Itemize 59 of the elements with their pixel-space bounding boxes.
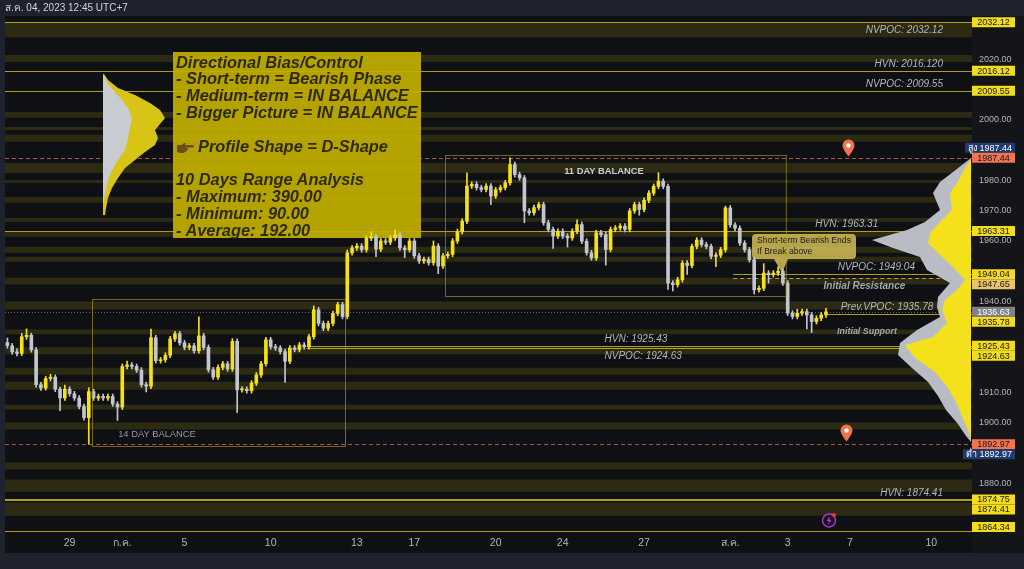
y-tick-label: 1970.00 xyxy=(979,205,1012,216)
x-tick-label: 24 xyxy=(556,536,569,549)
y-tick-label: 1940.00 xyxy=(979,296,1012,307)
y-tick-label: 1960.00 xyxy=(979,235,1012,246)
x-tick-label: 27 xyxy=(638,536,651,549)
annotation: NVPOC: 2009.55 xyxy=(865,77,944,89)
ref-line-label: 1864.34 xyxy=(977,521,1010,532)
y-tick-label: 2000.00 xyxy=(979,114,1012,125)
candlestick xyxy=(670,280,675,292)
ref-line-label: 1924.63 xyxy=(977,350,1010,361)
annotation: Prev.VPOC: 1935.78 xyxy=(840,301,934,313)
annotation: NVPOC: 1924.63 xyxy=(604,349,683,361)
ref-line-label: 1949.04 xyxy=(977,269,1010,280)
annotation: 11 DAY BALANCE xyxy=(564,165,644,176)
x-tick-label: 20 xyxy=(489,536,502,549)
x-tick-label: 3 xyxy=(784,536,791,549)
annotation: ต่ำ 1892.97 xyxy=(965,447,1012,460)
annotation: 14 DAY BALANCE xyxy=(118,428,196,439)
x-tick-label: ก.ค. xyxy=(112,536,132,549)
x-tick-label: 10 xyxy=(264,536,277,549)
annotation: Short-term Bearish Ends If Break above xyxy=(757,235,851,257)
y-tick-label: 1980.00 xyxy=(979,174,1012,185)
y-tick-label: 1880.00 xyxy=(979,477,1012,488)
y-tick-label: 1910.00 xyxy=(979,387,1012,398)
ref-line-label: 1947.65 xyxy=(977,279,1010,290)
annotation: สูง 1987.44 xyxy=(967,142,1012,154)
annotation: Initial Resistance xyxy=(823,280,906,292)
ref-line-label: 1874.75 xyxy=(977,494,1010,505)
ref-line-label: 1892.97 xyxy=(977,439,1010,450)
annotation: Initial Support xyxy=(837,326,898,337)
annotation: NVPOC: 2032.12 xyxy=(865,24,944,36)
chart-title: ส.ค. 04, 2023 12:45 UTC+7 xyxy=(5,1,129,13)
x-tick-label: ส.ค. xyxy=(720,536,740,549)
x-tick-label: 17 xyxy=(408,536,421,549)
x-tick-label: 10 xyxy=(925,536,938,549)
annotation: HVN: 1963.31 xyxy=(815,217,879,229)
ref-line-label: 2016.12 xyxy=(977,65,1010,76)
x-tick-label: 7 xyxy=(847,536,854,549)
annotation: NVPOC: 1949.04 xyxy=(837,260,916,272)
candlestick xyxy=(685,260,689,275)
annotation: HVN: 2016.120 xyxy=(874,57,944,69)
x-tick-label: 13 xyxy=(351,536,363,549)
text: Directional Bias/Control - Short-term = Bearish Phase - Medium-term = IN BALANCE - Bigger Picture = IN BALANCE Profile Shape = D-Shape 10 Days Range Analysis - Maximum: 390.00 - Minimum: 90.00 - Average: 192.00 xyxy=(176,52,418,239)
annotation: HVN: 1874.41 xyxy=(880,487,943,499)
ref-line-label: 1987.44 xyxy=(977,152,1010,163)
ref-line-label: 1963.31 xyxy=(977,225,1010,236)
ref-line-label: 2032.12 xyxy=(977,17,1010,28)
candlestick xyxy=(805,308,809,330)
ref-line-label: 1935.78 xyxy=(977,316,1010,327)
candlestick xyxy=(240,386,244,393)
annotation: HVN: 1925.43 xyxy=(604,332,668,344)
legend-label: 1874.41 xyxy=(977,504,1010,515)
ref-line-label: 1925.43 xyxy=(977,340,1010,351)
ref-line-label: 1936.63 xyxy=(977,306,1010,317)
y-tick-label: 2020.00 xyxy=(979,53,1012,64)
x-tick-label: 5 xyxy=(181,536,188,549)
ref-line-label: 2009.55 xyxy=(977,85,1010,96)
y-tick-label: 1900.00 xyxy=(979,417,1012,428)
x-tick-label: 29 xyxy=(63,536,76,549)
